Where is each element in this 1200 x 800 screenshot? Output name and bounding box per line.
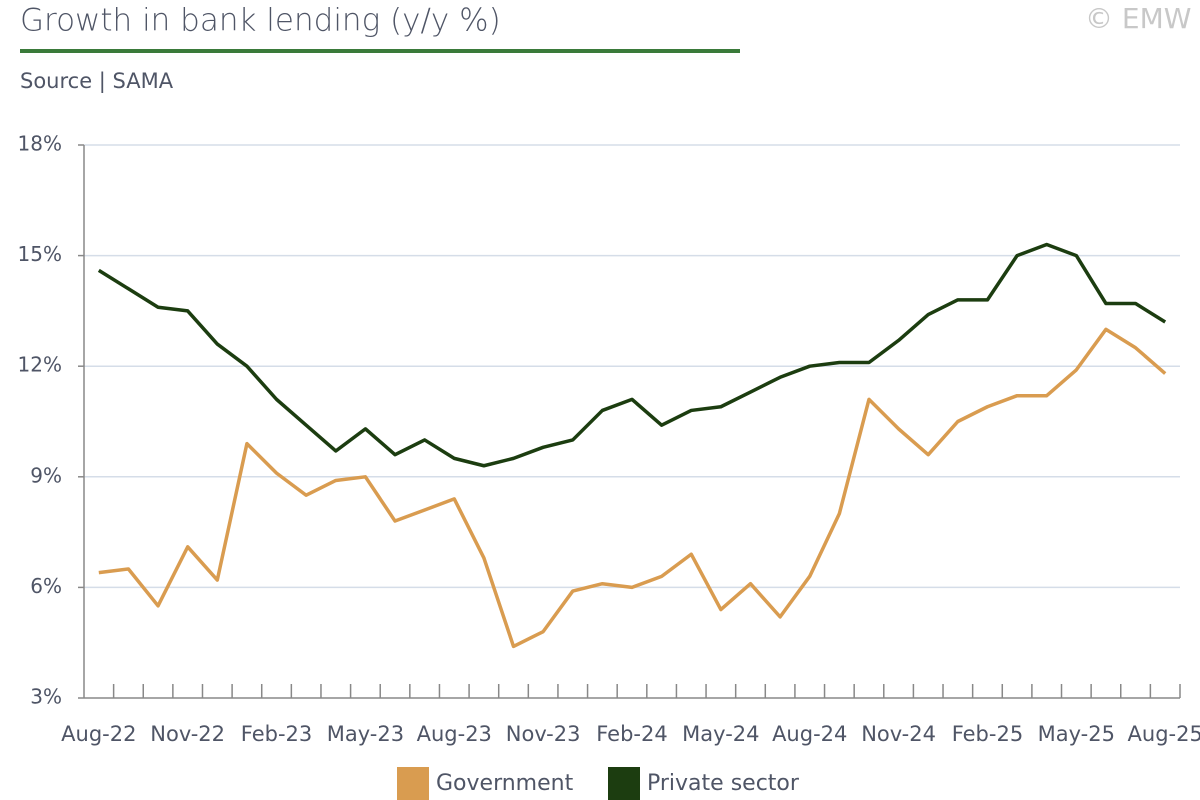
x-tick-label: May-24 — [682, 722, 759, 746]
y-tick-label: 15% — [18, 242, 62, 266]
series-line — [98, 327, 1167, 649]
series-line — [97, 242, 1167, 468]
legend-label: Private sector — [647, 771, 800, 796]
y-tick-label: 9% — [30, 463, 62, 487]
legend-swatch — [397, 767, 429, 800]
x-tick-label: Feb-24 — [596, 722, 667, 746]
legend-swatch — [608, 767, 640, 800]
chart-subtitle: Source | SAMA — [20, 69, 174, 94]
y-tick-label: 3% — [30, 685, 62, 709]
x-tick-label: May-25 — [1038, 722, 1115, 746]
chart-title: Growth in bank lending (y/y %) — [20, 3, 501, 39]
x-tick-label: Nov-22 — [150, 722, 225, 746]
x-tick-label: Nov-23 — [506, 722, 581, 746]
watermark: © EMW — [1085, 2, 1191, 35]
y-tick-label: 18% — [18, 132, 62, 156]
y-tick-label: 12% — [18, 353, 62, 377]
x-tick-label: Aug-24 — [772, 722, 847, 746]
x-tick-label: Nov-24 — [861, 722, 936, 746]
legend-label: Government — [436, 771, 574, 796]
x-tick-label: Aug-25 — [1128, 722, 1200, 746]
x-tick-label: Aug-23 — [417, 722, 492, 746]
x-tick-label: Feb-23 — [241, 722, 312, 746]
x-tick-label: Aug-22 — [61, 722, 136, 746]
x-tick-label: May-23 — [327, 722, 404, 746]
x-tick-label: Feb-25 — [952, 722, 1023, 746]
y-tick-label: 6% — [30, 574, 62, 598]
